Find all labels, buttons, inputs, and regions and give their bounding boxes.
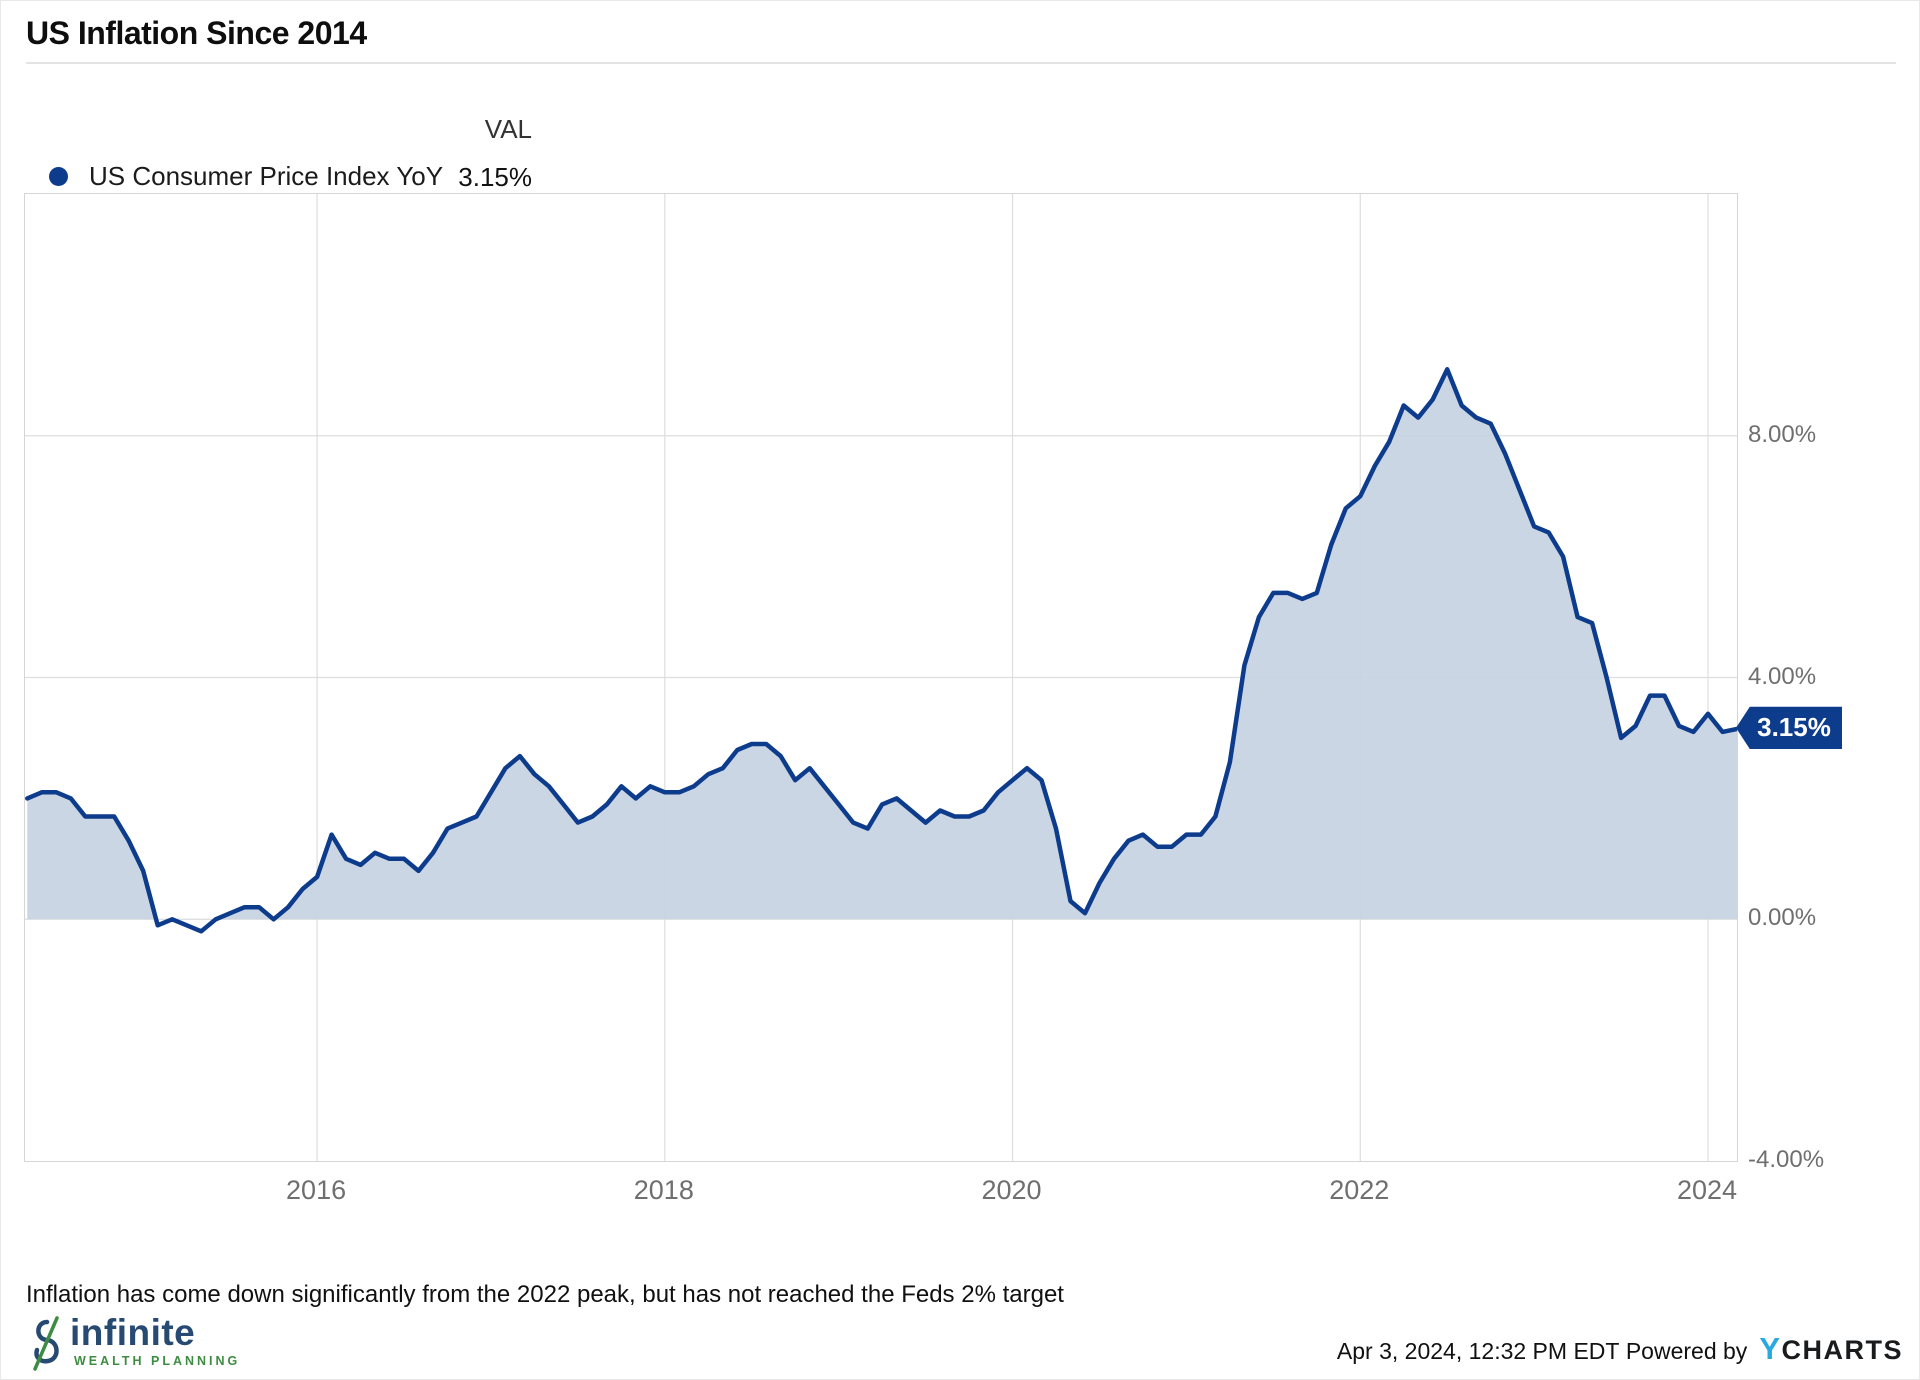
footer: Apr 3, 2024, 12:32 PM EDT Powered by YCH…: [1337, 1331, 1903, 1367]
y-axis-label: 0.00%: [1748, 904, 1817, 932]
footer-timestamp: Apr 3, 2024, 12:32 PM EDT Powered by: [1337, 1338, 1747, 1365]
chart-footnote: Inflation has come down significantly fr…: [26, 1281, 1064, 1308]
brand-logo: infinite WEALTH PLANNING: [26, 1312, 241, 1373]
cpi-area-chart[interactable]: [25, 194, 1737, 1161]
page-title: US Inflation Since 2014: [26, 15, 367, 51]
y-axis-label: -4.00%: [1748, 1146, 1825, 1173]
title-divider: [26, 62, 1896, 64]
infinite-logo-icon: [33, 1316, 59, 1371]
y-axis-label: 4.00%: [1748, 662, 1817, 690]
ycharts-wordmark: CHARTS: [1781, 1335, 1903, 1365]
plot-area[interactable]: [24, 193, 1738, 1162]
legend-val-header: VAL: [484, 114, 532, 144]
legend-row: US Consumer Price Index YoY: [49, 160, 443, 192]
y-axis-label: 8.00%: [1748, 420, 1817, 448]
x-axis-label: 2016: [286, 1175, 347, 1205]
legend-series-dot-icon: [49, 166, 68, 186]
timestamp-text: Apr 3, 2024, 12:32 PM EDT: [1336, 1338, 1620, 1364]
ycharts-y-glyph: Y: [1759, 1331, 1782, 1366]
x-axis-label: 2022: [1329, 1175, 1390, 1205]
x-axis-label: 2018: [633, 1175, 694, 1205]
x-axis-label: 2024: [1676, 1175, 1738, 1205]
brand-name: infinite: [70, 1312, 196, 1353]
x-axis-label: 2020: [981, 1175, 1042, 1205]
brand-subtitle: WEALTH PLANNING: [74, 1354, 241, 1368]
legend-series-value: 3.15%: [458, 162, 532, 192]
current-value-badge: 3.15%: [1736, 706, 1842, 749]
powered-by-text: Powered by: [1625, 1338, 1748, 1364]
ycharts-logo: YCHARTS: [1759, 1331, 1903, 1367]
legend-series-label: US Consumer Price Index YoY: [89, 160, 444, 191]
